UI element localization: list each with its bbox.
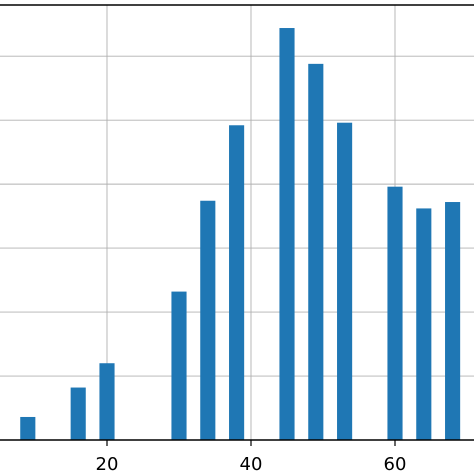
bar xyxy=(279,28,295,440)
bars xyxy=(20,28,461,441)
bar xyxy=(308,63,324,441)
bar xyxy=(337,122,353,441)
x-tick-label: 20 xyxy=(96,454,119,474)
bar xyxy=(445,202,461,440)
x-tick-label: 40 xyxy=(240,454,263,474)
bar xyxy=(229,125,245,440)
bar xyxy=(171,291,187,440)
bar xyxy=(416,208,432,440)
bar xyxy=(20,416,36,440)
x-ticks: 20 40 60 xyxy=(96,440,407,474)
x-tick-label: 60 xyxy=(384,454,407,474)
bar xyxy=(70,387,86,440)
bar xyxy=(99,363,115,440)
bar xyxy=(200,200,216,440)
bar xyxy=(387,186,403,440)
